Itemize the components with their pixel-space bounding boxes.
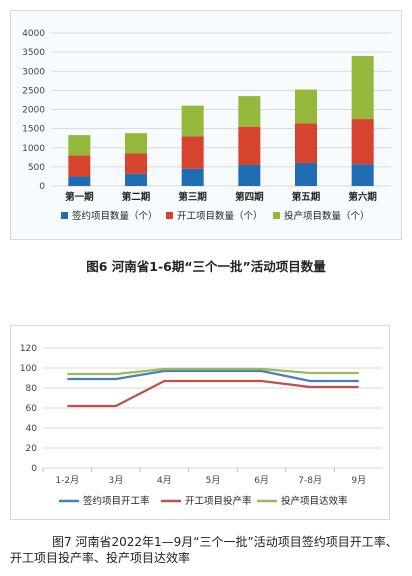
y-tick-label: 2500 <box>22 86 45 96</box>
legend-label: 开工项目数量（个） <box>177 210 263 222</box>
line-chart: 0 20 40 60 80 100 120 1-2月 3月 4月 5月 6月 7-8月 9月签约项目开工率… <box>10 325 390 520</box>
x-tick-label: 第一期 <box>65 191 94 203</box>
x-tick-label: 第三期 <box>178 191 207 203</box>
legend-label: 投产项目达效率 <box>281 495 348 507</box>
bar-segment <box>238 126 261 165</box>
bar-segment <box>125 153 147 174</box>
series-line <box>67 379 359 408</box>
series-line <box>67 367 359 376</box>
y-tick-label: 2000 <box>22 106 45 116</box>
x-tick-label: 第五期 <box>292 191 321 203</box>
bar-segment <box>295 123 317 164</box>
y-tick-label: 120 <box>20 344 37 354</box>
y-tick-label: 0 <box>39 182 45 192</box>
bar-segment <box>351 119 374 165</box>
y-tick-label: 1000 <box>22 144 45 154</box>
stacked-bar-chart: 0 500 1000 1500 2000 2500 3000 3500 4000 第一期 第二期 第三… <box>10 10 402 240</box>
bar-segment <box>295 89 317 124</box>
y-tick-label: 0 <box>31 464 37 474</box>
bar-segment <box>295 163 317 186</box>
bar-segment <box>181 136 204 169</box>
x-tick-label: 6月 <box>254 475 269 486</box>
bar-segment <box>238 96 261 127</box>
y-tick-label: 500 <box>28 163 45 173</box>
x-tick-label: 第四期 <box>235 191 264 203</box>
series-line <box>67 369 359 383</box>
y-tick-label: 80 <box>26 384 38 394</box>
legend-swatch <box>166 212 173 219</box>
bar-segment <box>181 105 204 137</box>
bar-segment <box>181 168 204 186</box>
y-tick-label: 60 <box>26 404 38 414</box>
legend-swatch <box>61 212 68 219</box>
bar-segment <box>68 176 91 186</box>
x-tick-label: 9月 <box>351 475 366 486</box>
y-tick-label: 3500 <box>22 48 45 58</box>
line-chart-caption: 图7 河南省2022年1—9月“三个一批”活动项目签约项目开工率、开工项目投产率… <box>10 535 398 565</box>
x-tick-label: 5月 <box>206 475 221 486</box>
legend-label: 开工项目投产率 <box>185 495 252 507</box>
bar-segment <box>238 164 261 186</box>
y-tick-label: 4000 <box>22 29 45 39</box>
bar-segment <box>125 173 147 186</box>
legend-label: 签约项目数量（个） <box>72 210 158 222</box>
bar-segment <box>351 55 374 120</box>
x-tick-label: 第二期 <box>122 191 151 203</box>
x-tick-label: 7-8月 <box>298 475 322 486</box>
bar-segment <box>68 135 91 156</box>
bar-segment <box>68 155 91 177</box>
y-tick-label: 100 <box>20 364 37 374</box>
x-tick-label: 3月 <box>108 475 123 486</box>
bar-chart-svg: 0 500 1000 1500 2000 2500 3000 3500 4000 第一期 第二期 第三… <box>22 29 391 222</box>
legend-label: 投产项目数量（个） <box>284 210 370 222</box>
legend-label: 签约项目开工率 <box>83 495 150 507</box>
bar-segment <box>125 133 147 154</box>
line-chart-svg: 0 20 40 60 80 100 120 1-2月 3月 4月 5月 6月 7-8月 9月签约项目开工率… <box>20 344 383 507</box>
y-tick-label: 3000 <box>22 67 45 77</box>
bar-chart-caption: 图6 河南省1-6期“三个一批”活动项目数量 <box>86 259 326 274</box>
y-tick-label: 1500 <box>22 125 45 135</box>
y-tick-label: 20 <box>26 444 38 454</box>
x-tick-label: 1-2月 <box>55 475 79 486</box>
x-tick-label: 第六期 <box>348 191 377 203</box>
bar-segment <box>351 164 374 186</box>
legend-swatch <box>273 212 280 219</box>
y-tick-label: 40 <box>26 424 38 434</box>
x-tick-label: 4月 <box>157 475 172 486</box>
